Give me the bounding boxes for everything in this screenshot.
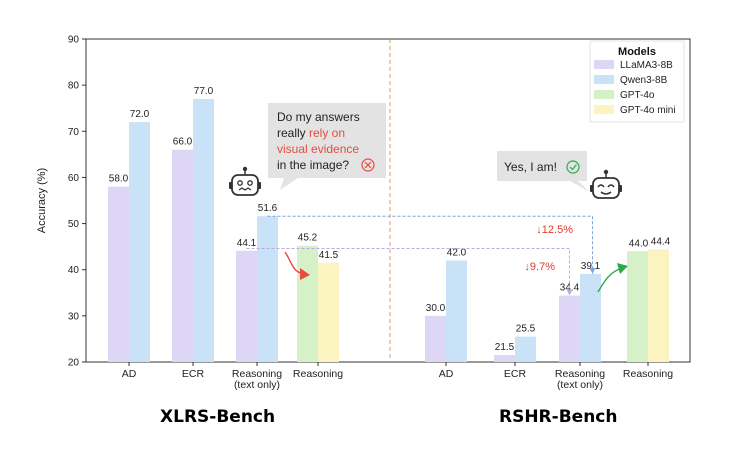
x-tick-label: (text only) xyxy=(234,379,280,391)
data-label: 44.4 xyxy=(651,236,671,247)
x-tick-label: Reasoning xyxy=(232,368,282,380)
robot-head xyxy=(231,174,259,196)
bar-gpt-4o xyxy=(297,245,318,362)
speech-text-highlight: visual evidence xyxy=(277,142,359,156)
y-tick-label: 80 xyxy=(68,81,80,92)
bar-qwen3-8b xyxy=(446,260,467,362)
bar-qwen3-8b xyxy=(580,273,601,362)
robot-ear xyxy=(258,182,261,189)
robot-eye xyxy=(597,184,605,188)
legend-label: Qwen3-8B xyxy=(620,75,668,86)
cross-icon xyxy=(364,161,372,169)
x-tick-label: Reasoning xyxy=(293,368,343,380)
x-tick-label: ECR xyxy=(504,368,527,380)
robot-ear xyxy=(229,182,232,189)
check-icon xyxy=(569,164,577,171)
legend-label: GPT-4o mini xyxy=(620,105,676,116)
data-label: 25.5 xyxy=(516,324,536,335)
robot-mouth xyxy=(238,187,252,191)
y-tick-label: 20 xyxy=(68,358,80,369)
drop-annotation: ↓9.7% xyxy=(524,261,555,273)
arrowhead-red xyxy=(300,268,310,280)
data-label: 44.0 xyxy=(629,238,649,249)
cross-icon xyxy=(361,158,375,172)
legend-swatch xyxy=(594,60,614,69)
y-axis-label: Accuracy (%) xyxy=(36,168,48,233)
x-tick-label: (text only) xyxy=(557,379,603,391)
data-label: 58.0 xyxy=(109,174,129,185)
bar-llama3-8b xyxy=(172,149,193,362)
connector-arrowhead xyxy=(589,267,596,274)
speech-bubble-right xyxy=(497,151,590,192)
legend-label: GPT-4o xyxy=(620,90,655,101)
data-label: 45.2 xyxy=(298,233,318,244)
connector-qwen xyxy=(267,215,593,274)
curved-arrow-green xyxy=(597,267,623,293)
data-label: 41.5 xyxy=(319,250,339,261)
speech-text: Yes, I am! xyxy=(504,160,557,174)
speech-text: Do my answers xyxy=(277,110,360,124)
legend-swatch xyxy=(594,75,614,84)
check-icon xyxy=(566,160,580,174)
data-label: 42.0 xyxy=(447,247,467,258)
data-label: 39.1 xyxy=(581,261,601,272)
legend-title: Models xyxy=(618,46,656,58)
robot-mouth xyxy=(600,191,612,195)
connector-arrowhead xyxy=(566,289,573,296)
drop-annotation: ↓12.5% xyxy=(536,224,573,236)
bar-llama3-8b xyxy=(236,250,257,362)
plot-frame xyxy=(85,38,691,363)
bar-qwen3-8b xyxy=(515,336,536,362)
y-tick-label: 30 xyxy=(68,311,80,322)
robot-eye xyxy=(247,180,253,186)
bar-llama3-8b xyxy=(559,295,580,362)
y-tick-label: 90 xyxy=(68,35,80,46)
data-label: 77.0 xyxy=(194,86,214,97)
bar-gpt-4o-mini xyxy=(648,249,669,362)
data-label: 66.0 xyxy=(173,137,193,148)
robot-antenna-tip xyxy=(603,169,609,175)
robot-eye xyxy=(237,180,243,186)
speech-bubble-left xyxy=(268,103,386,190)
robot-ear xyxy=(619,185,622,192)
bar-llama3-8b xyxy=(108,186,129,362)
x-tick-label: AD xyxy=(439,368,454,380)
legend-label: LLaMA3-8B xyxy=(620,60,673,71)
y-tick-label: 50 xyxy=(68,219,80,230)
x-tick-label: AD xyxy=(122,368,137,380)
data-label: 51.6 xyxy=(258,203,278,214)
robot-head xyxy=(592,177,620,199)
robot-eye xyxy=(607,184,615,188)
x-tick-label: Reasoning xyxy=(555,368,605,380)
bar-qwen3-8b xyxy=(193,98,214,362)
bar-gpt-4o-mini xyxy=(318,262,339,362)
robot-antenna-tip xyxy=(242,166,248,172)
panel-title-rshr: RSHR-Bench xyxy=(499,407,618,427)
x-tick-label: ECR xyxy=(182,368,205,380)
robot-worried-icon xyxy=(229,166,261,196)
y-tick-label: 70 xyxy=(68,127,80,138)
speech-text: really rely on xyxy=(277,126,345,140)
connector-llama xyxy=(246,247,570,296)
bar-gpt-4o xyxy=(627,251,648,362)
data-label: 21.5 xyxy=(495,342,515,353)
legend-swatch xyxy=(594,105,614,114)
speech-text: in the image? xyxy=(277,158,349,172)
robot-happy-icon xyxy=(590,169,622,199)
robot-ear xyxy=(590,185,593,192)
data-label: 72.0 xyxy=(130,109,150,120)
data-label: 30.0 xyxy=(426,303,446,314)
x-tick-label: Reasoning xyxy=(623,368,673,380)
y-tick-label: 60 xyxy=(68,173,80,184)
bar-llama3-8b xyxy=(425,315,446,362)
bar-llama3-8b xyxy=(494,355,515,362)
arrowhead-green xyxy=(617,263,628,274)
panel-title-xlrs: XLRS-Bench xyxy=(160,407,276,427)
bar-qwen3-8b xyxy=(257,216,278,362)
bar-qwen3-8b xyxy=(129,122,150,362)
y-tick-label: 40 xyxy=(68,265,80,276)
legend-swatch xyxy=(594,90,614,99)
data-label: 44.1 xyxy=(237,238,257,249)
